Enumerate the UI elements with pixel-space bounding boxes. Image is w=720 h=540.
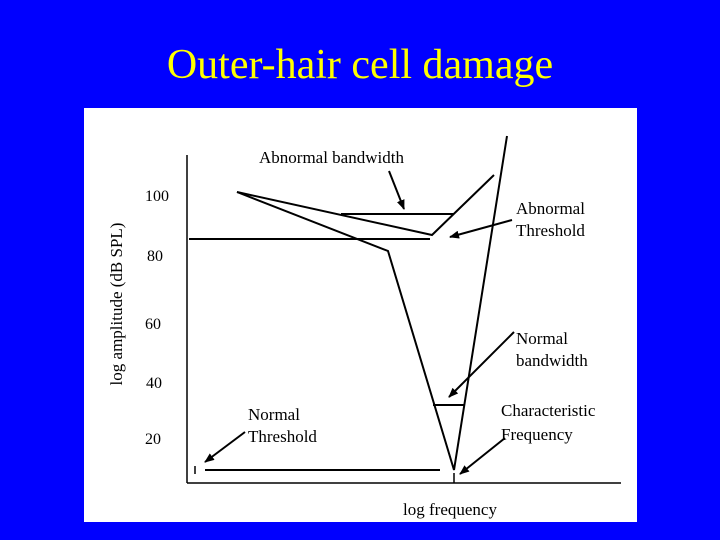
characteristic-frequency-arrow (459, 437, 506, 475)
abnormal-bandwidth-arrow (388, 170, 405, 210)
normal-threshold-label-line: Normal (248, 405, 300, 424)
tuning-curve-diagram: 100 80 60 40 20 log amplitude (dB SPL) l… (107, 135, 621, 519)
characteristic-frequency-label: Characteristic Frequency (501, 401, 600, 444)
y-axis-label: log amplitude (dB SPL) (107, 223, 126, 386)
diagram-panel: 100 80 60 40 20 log amplitude (dB SPL) l… (84, 108, 637, 522)
slide-title: Outer-hair cell damage (166, 42, 554, 88)
normal-bandwidth-arrow (448, 331, 515, 398)
normal-threshold-arrow (204, 431, 246, 463)
y-tick-label: 20 (145, 431, 161, 448)
y-tick-label: 60 (145, 316, 161, 333)
normal-threshold-label-line: Threshold (248, 427, 317, 446)
abnormal-tuning-curve (236, 174, 495, 237)
y-tick-label: 40 (146, 375, 162, 392)
y-tick-label: 80 (147, 248, 163, 265)
normal-tuning-curve (236, 135, 508, 471)
characteristic-frequency-label-line: Frequency (501, 425, 573, 444)
abnormal-threshold-arrow (449, 219, 513, 239)
normal-bandwidth-label-line: bandwidth (516, 351, 588, 370)
abnormal-threshold-label-line: Threshold (516, 221, 585, 240)
abnormal-threshold-label: Abnormal Threshold (516, 199, 589, 240)
abnormal-bandwidth-label: Abnormal bandwidth (259, 148, 404, 167)
normal-bandwidth-label: Normal bandwidth (516, 329, 588, 370)
normal-threshold-label: Normal Threshold (248, 405, 317, 446)
y-tick-label: 100 (145, 188, 169, 205)
x-axis-label: log frequency (403, 500, 497, 519)
normal-bandwidth-label-line: Normal (516, 329, 568, 348)
characteristic-frequency-label-line: Characteristic (501, 401, 596, 420)
abnormal-threshold-label-line: Abnormal (516, 199, 585, 218)
